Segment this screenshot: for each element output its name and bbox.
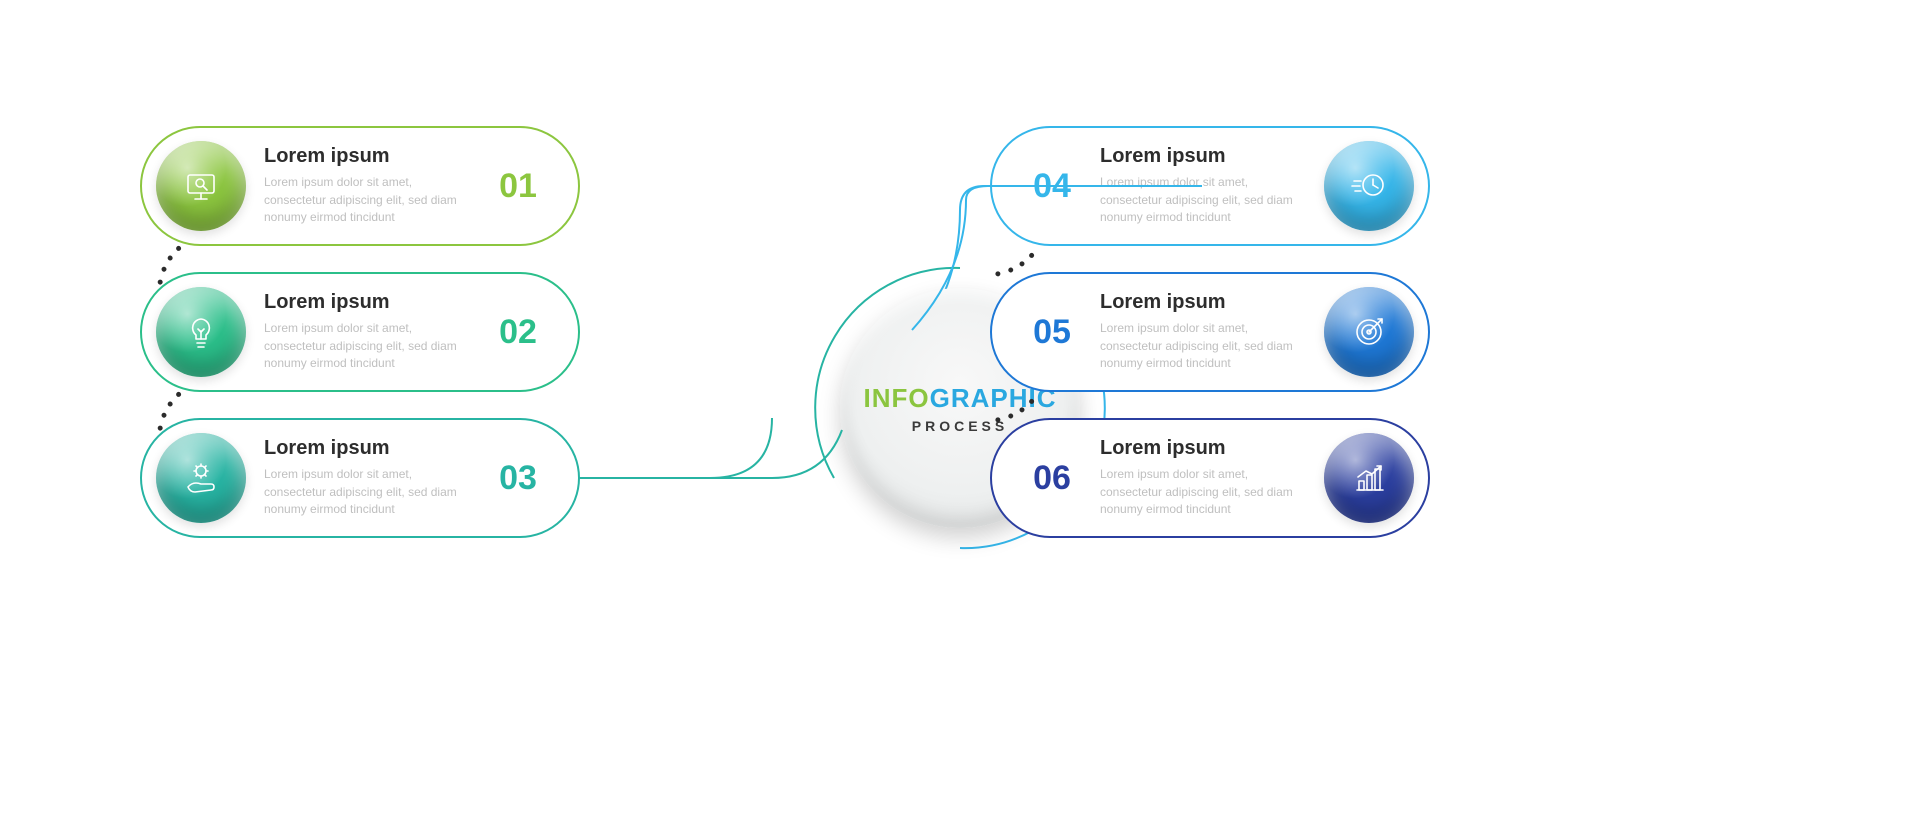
center-subtitle: PROCESS xyxy=(912,418,1008,434)
step-number: 01 xyxy=(488,167,548,206)
step-number: 05 xyxy=(1022,313,1082,352)
step-01: Lorem ipsum Lorem ipsum dolor sit amet, c… xyxy=(140,126,580,246)
step-title: Lorem ipsum xyxy=(264,437,470,460)
connector-left-path xyxy=(580,430,842,478)
center-title-a: INFO xyxy=(863,383,929,414)
clock-fast-icon xyxy=(1324,141,1414,231)
step-number: 04 xyxy=(1022,167,1082,206)
step-02: Lorem ipsum Lorem ipsum dolor sit amet, c… xyxy=(140,272,580,392)
step-05: Lorem ipsum Lorem ipsum dolor sit amet, c… xyxy=(990,272,1430,392)
step-number: 03 xyxy=(488,459,548,498)
infographic-canvas: INFO GRAPHIC PROCESS Lorem ipsumLorem ip… xyxy=(0,0,1920,816)
bar-chart-up-icon xyxy=(1324,433,1414,523)
hand-gear-icon xyxy=(156,433,246,523)
step-body: Lorem ipsum dolor sit amet, consectetur … xyxy=(264,320,470,372)
step-04: Lorem ipsum Lorem ipsum dolor sit amet, c… xyxy=(990,126,1430,246)
step-title: Lorem ipsum xyxy=(264,291,470,314)
lightbulb-icon xyxy=(156,287,246,377)
step-body: Lorem ipsum dolor sit amet, consectetur … xyxy=(264,174,470,226)
step-title: Lorem ipsum xyxy=(1100,437,1306,460)
step-title: Lorem ipsum xyxy=(264,145,470,168)
target-icon xyxy=(1324,287,1414,377)
step-title: Lorem ipsum xyxy=(1100,145,1306,168)
step-title: Lorem ipsum xyxy=(1100,291,1306,314)
step-body: Lorem ipsum dolor sit amet, consectetur … xyxy=(1100,466,1306,518)
step-body: Lorem ipsum dolor sit amet, consectetur … xyxy=(1100,320,1306,372)
step-body: Lorem ipsum dolor sit amet, consectetur … xyxy=(264,466,470,518)
step-03: Lorem ipsum Lorem ipsum dolor sit amet, c… xyxy=(140,418,580,538)
monitor-search-icon xyxy=(156,141,246,231)
step-06: Lorem ipsum Lorem ipsum dolor sit amet, c… xyxy=(990,418,1430,538)
step-body: Lorem ipsum dolor sit amet, consectetur … xyxy=(1100,174,1306,226)
step-number: 06 xyxy=(1022,459,1082,498)
step-number: 02 xyxy=(488,313,548,352)
